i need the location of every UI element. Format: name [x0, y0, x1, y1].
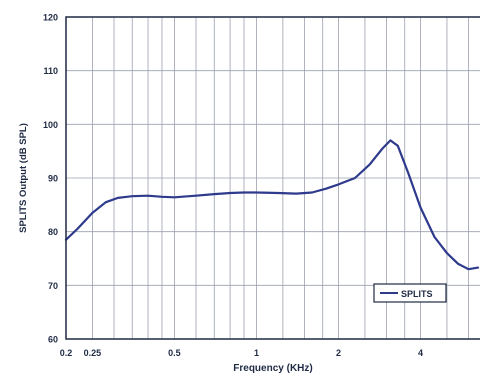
y-tick-label: 60	[48, 335, 58, 345]
legend-box	[373, 283, 447, 303]
x-tick-label: 0.25	[84, 348, 102, 358]
x-axis: 0.2 0.25 0.5 1 2 4	[60, 348, 423, 358]
series-line-splits	[64, 139, 480, 271]
y-tick-label: 70	[48, 281, 58, 291]
y-tick-label: 120	[43, 13, 58, 23]
plot-frame	[65, 16, 480, 340]
x-tick-label: 0.5	[168, 348, 181, 358]
y-tick-label: 100	[43, 120, 58, 130]
y-tick-label: 80	[48, 227, 58, 237]
grid	[66, 17, 480, 339]
x-axis-title: Frequency (KHz)	[233, 363, 312, 374]
x-tick-label: 4	[418, 348, 423, 358]
x-tick-label: 2	[336, 348, 341, 358]
y-tick-label: 90	[48, 174, 58, 184]
legend: SPLITS	[373, 283, 447, 303]
series-group	[64, 139, 480, 271]
y-axis: 60 70 80 90 100 110 120	[43, 13, 58, 345]
x-tick-label: 0.2	[60, 348, 73, 358]
x-tick-label: 1	[254, 348, 259, 358]
legend-label-splits: SPLITS	[401, 289, 433, 299]
y-axis-title: SPLITS Output (dB SPL)	[18, 123, 29, 233]
y-tick-label: 110	[43, 66, 58, 76]
